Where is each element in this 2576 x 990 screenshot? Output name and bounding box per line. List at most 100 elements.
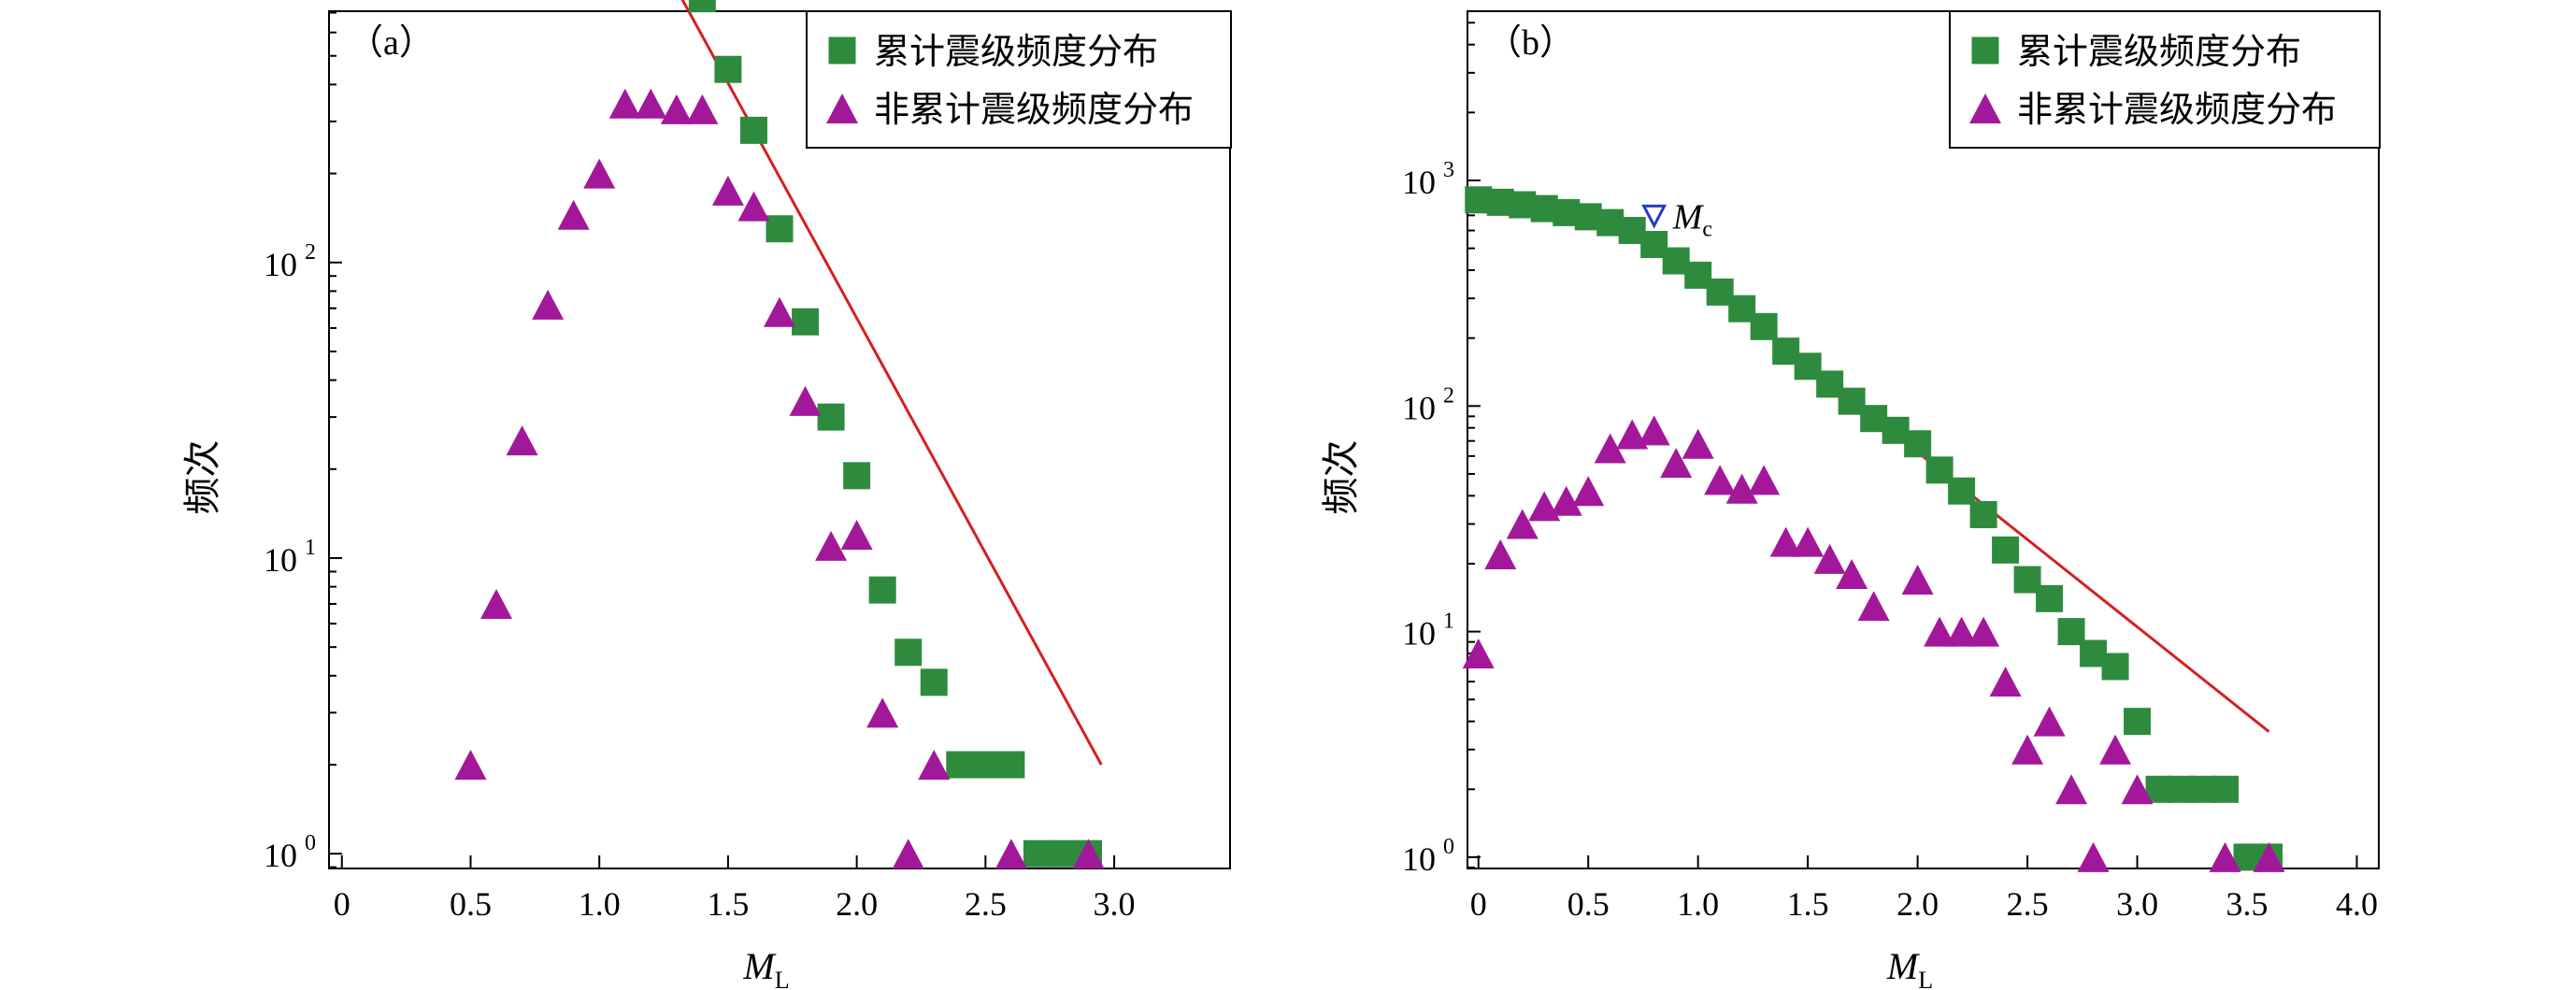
data-point-square	[868, 576, 896, 604]
legend-triangle-marker	[1969, 93, 2001, 123]
data-point-triangle	[1660, 448, 1693, 479]
series-noncumulative	[454, 88, 1105, 869]
data-point-triangle	[1792, 526, 1825, 557]
y-tick-exponent: 1	[305, 536, 316, 560]
data-point-triangle	[815, 530, 848, 561]
y-tick-label: 10 0	[264, 831, 316, 874]
data-point-triangle	[2209, 841, 2241, 872]
data-point-triangle	[1968, 616, 2000, 647]
y-tick-exponent: 3	[1443, 158, 1454, 182]
data-point-square	[1049, 839, 1077, 868]
plot-frame	[328, 10, 1231, 869]
y-tick-base: 10	[1402, 840, 1436, 878]
data-point-triangle	[866, 697, 899, 728]
y-tick-label: 10 2	[264, 240, 316, 283]
data-point-triangle	[686, 93, 719, 124]
y-axis-title: 频次	[181, 440, 223, 515]
y-tick-label: 10 1	[264, 536, 316, 579]
data-point-triangle	[1506, 509, 1538, 539]
data-point-triangle	[2099, 734, 2132, 765]
x-tick-label: 1.5	[1787, 885, 1829, 923]
data-point-triangle	[1704, 465, 1737, 495]
data-point-triangle	[2033, 706, 2066, 737]
x-axis-title-subscript: L	[1918, 967, 1933, 990]
y-tick-label: 10 1	[1402, 610, 1454, 653]
data-point-triangle	[1857, 591, 1890, 622]
chart-panel-b: 0 0.5 1.0 1.5 2.0 2.5 3.0 3.5 4.0 10 0 10 1 10 2 10 3 ML 频…	[1320, 10, 2381, 990]
y-tick-exponent: 2	[305, 240, 316, 265]
data-point-triangle	[789, 385, 822, 416]
data-point-triangle	[480, 588, 513, 619]
x-tick-label: 0	[1470, 885, 1487, 923]
data-point-triangle	[2055, 774, 2088, 805]
data-point-square	[2036, 584, 2064, 612]
data-point-triangle	[608, 88, 641, 119]
data-point-square	[688, 0, 716, 13]
x-axis-title: ML	[742, 945, 789, 990]
data-point-triangle	[1616, 419, 1649, 450]
data-point-triangle	[2077, 841, 2110, 872]
data-point-square	[2101, 653, 2129, 681]
data-point-square	[1904, 430, 1932, 458]
data-point-square	[894, 638, 923, 667]
x-axis-title-subscript: L	[775, 967, 790, 990]
data-point-triangle	[711, 175, 744, 206]
legend-label: 非累计震级频度分布	[2017, 91, 2337, 130]
data-point-square	[920, 668, 948, 696]
panel-label: （b）	[1486, 23, 1575, 63]
legend-square-marker	[828, 36, 856, 65]
y-tick-exponent: 0	[1443, 835, 1454, 859]
data-point-triangle	[1528, 491, 1561, 522]
legend-label: 累计震级频度分布	[874, 33, 1158, 72]
legend-label: 累计震级频度分布	[2017, 33, 2301, 72]
data-point-triangle	[1572, 476, 1605, 507]
data-point-square	[1969, 500, 1997, 528]
x-tick-label: 3.5	[2226, 885, 2268, 923]
data-point-triangle	[995, 839, 1027, 869]
y-tick-label: 10 0	[1402, 835, 1454, 878]
data-point-square	[946, 751, 974, 779]
mc-label-subscript: c	[1702, 217, 1712, 241]
data-point-triangle	[2121, 774, 2154, 805]
data-point-triangle	[1813, 543, 1846, 574]
legend-box	[806, 10, 1232, 149]
x-tick-label: 1.5	[707, 885, 749, 923]
mc-label: Mc	[1672, 197, 1712, 241]
data-point-triangle	[1725, 473, 1758, 504]
y-tick-base: 10	[1402, 164, 1436, 201]
data-point-square	[1750, 312, 1778, 340]
x-axis-title: ML	[1886, 945, 1933, 990]
data-point-triangle	[1594, 433, 1626, 464]
data-point-triangle	[1462, 638, 1495, 669]
x-tick-label: 2.5	[965, 885, 1007, 923]
y-tick-exponent: 1	[1443, 610, 1454, 634]
fit-line	[680, 0, 1103, 766]
legend-box	[1949, 10, 2381, 149]
data-point-triangle	[764, 296, 795, 327]
data-point-triangle	[1924, 616, 1956, 647]
data-point-triangle	[635, 88, 667, 119]
mc-marker	[1641, 204, 1667, 229]
x-tick-label: 1.0	[1677, 885, 1719, 923]
y-tick-exponent: 0	[305, 831, 316, 855]
data-point-triangle	[660, 93, 693, 124]
data-point-triangle	[2011, 734, 2044, 765]
data-point-triangle	[583, 158, 616, 189]
data-point-triangle	[1989, 667, 2022, 697]
data-point-triangle	[454, 750, 487, 781]
data-point-triangle	[918, 750, 951, 781]
y-tick-base: 10	[264, 541, 297, 579]
x-tick-label: 2.0	[836, 885, 878, 923]
y-tick-label: 10 2	[1402, 383, 1454, 426]
data-point-square	[1992, 536, 2020, 564]
data-point-square	[997, 751, 1025, 779]
series-cumulative	[1465, 186, 2283, 871]
x-tick-label: 1.0	[579, 885, 621, 923]
data-point-triangle	[1682, 428, 1714, 459]
data-point-triangle	[532, 289, 565, 320]
data-point-triangle	[1638, 415, 1670, 446]
data-point-square	[843, 462, 871, 490]
x-tick-label: 3.0	[2116, 885, 2158, 923]
